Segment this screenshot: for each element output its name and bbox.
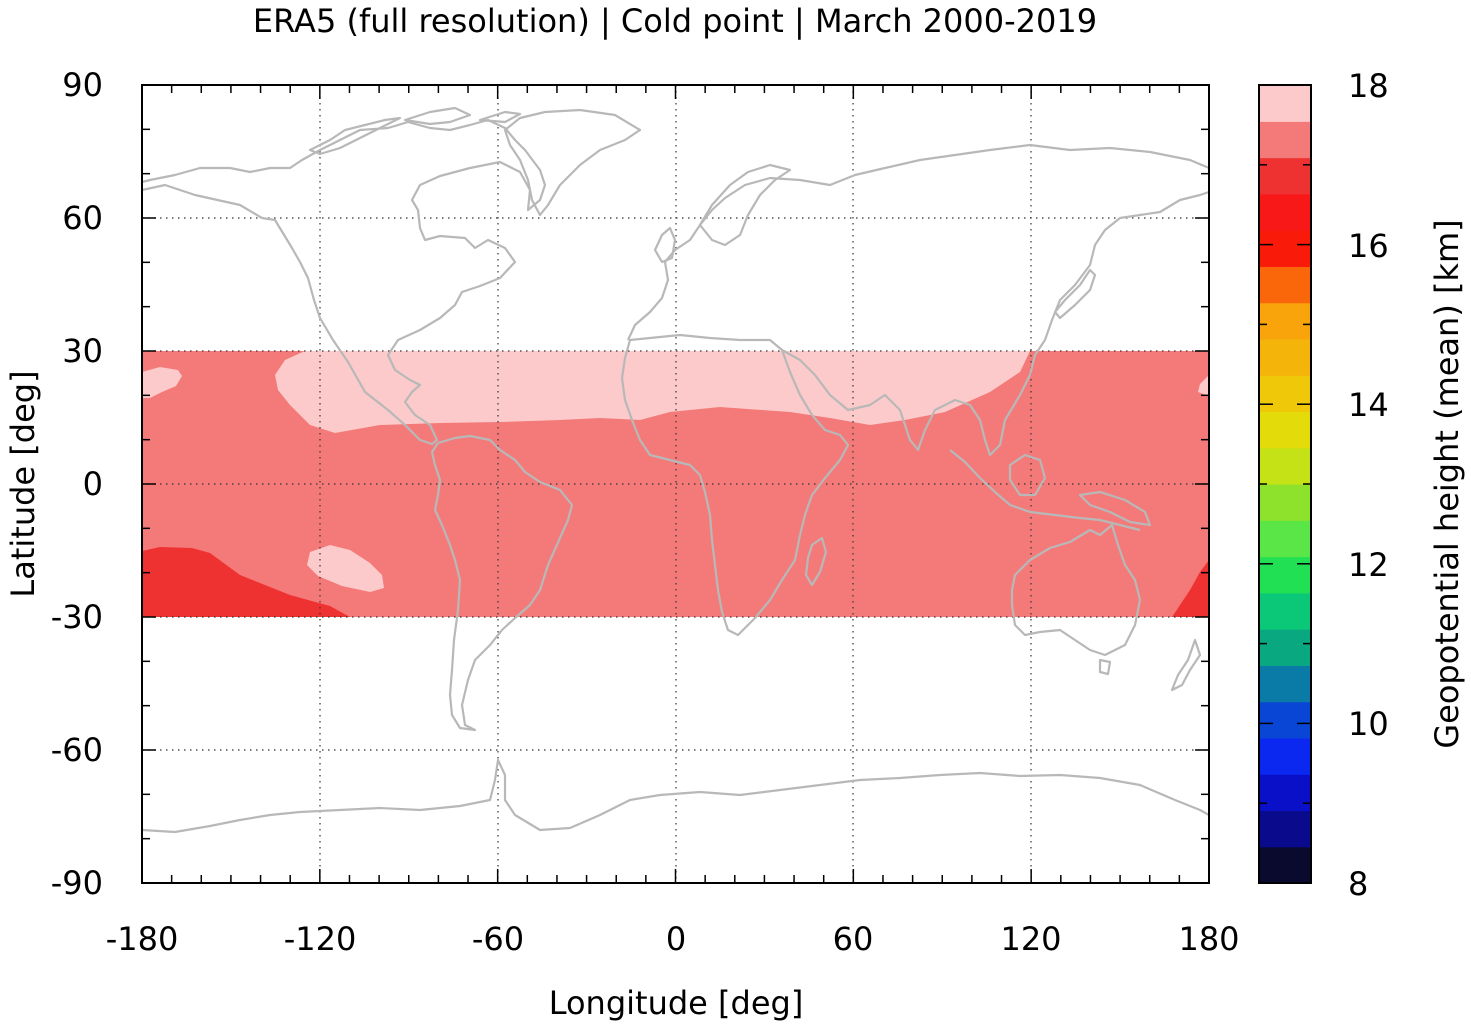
colorbar-band	[1259, 846, 1311, 884]
colorbar-tick-label: 10	[1348, 705, 1389, 743]
coast-australia	[1010, 523, 1142, 657]
y-tick-labels: 90 60 30 0 -30 -60 -90	[51, 66, 103, 902]
colorbar-band	[1259, 520, 1311, 558]
coast-arabia-asia	[781, 190, 1209, 457]
colorbar-band	[1259, 665, 1311, 703]
plot-title: ERA5 (full resolution) | Cold point | Ma…	[253, 2, 1097, 40]
colorbar-tick-label: 12	[1348, 546, 1389, 584]
y-tick-label: 90	[62, 66, 103, 104]
grid	[142, 85, 1209, 883]
colorbar-title: Geopotential height (mean) [km]	[1428, 219, 1466, 748]
field-high-south	[307, 545, 384, 592]
y-tick-label: -30	[51, 598, 103, 636]
x-tick-label: 120	[1000, 920, 1061, 958]
coast-scandinavia	[698, 163, 792, 247]
colorbar-band	[1259, 737, 1311, 775]
colorbar-band	[1259, 85, 1311, 122]
colorbar-band	[1259, 266, 1311, 304]
y-tick-label: 60	[62, 199, 103, 237]
coastlines	[142, 106, 1209, 834]
colorbar-band	[1259, 157, 1311, 195]
colorbar-bands	[1259, 85, 1311, 884]
axis-ticks	[141, 84, 1210, 884]
y-tick-label: 0	[83, 465, 103, 503]
x-tick-label: 0	[666, 920, 686, 958]
coast-antarctica	[142, 758, 1209, 834]
coast-arctic-islands	[308, 106, 522, 156]
y-axis-title: Latitude [deg]	[4, 370, 42, 597]
coast-indonesia	[949, 449, 1141, 532]
colorbar-band	[1259, 556, 1311, 594]
coast-uk	[653, 226, 677, 264]
coast-greenland	[503, 108, 642, 217]
x-tick-label: 60	[833, 920, 874, 958]
colorbar-tick-label: 18	[1348, 67, 1389, 105]
field-high-east	[1198, 375, 1209, 396]
field-high-west	[142, 367, 182, 398]
coast-africa	[620, 333, 850, 637]
field-low-southwest	[142, 547, 350, 617]
colorbar-band	[1259, 411, 1311, 449]
colorbar-band	[1259, 230, 1311, 267]
x-tick-label: -60	[472, 920, 524, 958]
y-tick-label: -90	[51, 864, 103, 902]
coast-south-america	[430, 434, 574, 732]
colorbar-band	[1259, 592, 1311, 630]
coast-tasmania	[1098, 658, 1112, 676]
colorbar-band	[1259, 810, 1311, 848]
colorbar-frame	[1258, 84, 1312, 884]
colorbar-tick-label: 8	[1348, 865, 1368, 903]
coast-madagascar	[804, 536, 828, 587]
coast-japan	[1053, 268, 1097, 320]
x-tick-label: 180	[1178, 920, 1239, 958]
colorbar-tick-label: 16	[1348, 227, 1389, 265]
coast-europe	[627, 143, 1209, 341]
colorbar: 18 16 14 12 10 8 Geopotential height (me…	[1258, 67, 1466, 903]
colorbar-band	[1259, 701, 1311, 739]
coast-north-america	[142, 118, 547, 446]
field-low-southeast	[1172, 560, 1209, 617]
field-high-north	[275, 351, 1030, 433]
coast-new-guinea	[1078, 490, 1152, 527]
y-tick-label: -60	[51, 731, 103, 769]
colorbar-band	[1259, 338, 1311, 376]
colorbar-band	[1259, 375, 1311, 413]
colorbar-tick-label: 14	[1348, 386, 1389, 424]
x-tick-labels: -180 -120 -60 0 60 120 180	[106, 920, 1240, 958]
colorbar-band	[1259, 774, 1311, 812]
colorbar-band	[1259, 302, 1311, 340]
colorbar-band	[1259, 484, 1311, 521]
colorbar-band	[1259, 193, 1311, 231]
y-tick-label: 30	[62, 332, 103, 370]
coast-borneo	[1008, 453, 1047, 497]
x-tick-label: -180	[106, 920, 179, 958]
x-axis-title: Longitude [deg]	[549, 984, 804, 1022]
colorbar-band	[1259, 629, 1311, 666]
x-tick-label: -120	[284, 920, 357, 958]
coast-new-zealand	[1170, 638, 1202, 692]
colorbar-band	[1259, 121, 1311, 159]
colorbar-band	[1259, 447, 1311, 485]
